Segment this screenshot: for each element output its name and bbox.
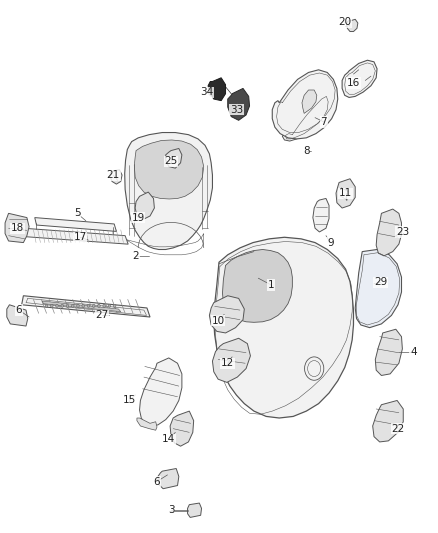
Circle shape [103,304,106,308]
Text: 21: 21 [107,170,120,180]
Text: 22: 22 [392,424,405,434]
Polygon shape [137,418,157,430]
Polygon shape [42,301,121,312]
Polygon shape [272,70,338,139]
Polygon shape [283,94,330,141]
Polygon shape [170,411,194,446]
Polygon shape [302,90,317,114]
Polygon shape [346,19,358,31]
Text: 8: 8 [303,146,310,156]
Text: 19: 19 [131,213,145,223]
Circle shape [56,304,58,308]
Polygon shape [21,296,150,317]
Circle shape [92,304,95,308]
Polygon shape [355,249,402,328]
Text: 1: 1 [268,280,275,290]
Text: 12: 12 [221,358,234,368]
Text: 3: 3 [168,505,174,515]
Text: 34: 34 [200,87,213,97]
Polygon shape [158,469,179,489]
Text: 17: 17 [74,232,87,243]
Circle shape [50,304,53,308]
Polygon shape [7,305,28,326]
Text: 6: 6 [16,305,22,315]
Polygon shape [23,228,128,244]
Text: 9: 9 [327,238,334,247]
Polygon shape [342,60,377,98]
Circle shape [77,304,79,308]
Polygon shape [166,149,182,168]
Circle shape [66,304,69,308]
Text: 20: 20 [338,17,351,27]
Polygon shape [209,296,244,333]
Polygon shape [212,338,251,382]
Polygon shape [336,179,355,208]
Text: 25: 25 [164,156,177,166]
Circle shape [113,304,116,308]
Circle shape [61,304,64,308]
Text: 23: 23 [396,227,409,237]
Text: 16: 16 [347,78,360,88]
Circle shape [108,304,111,308]
Text: 5: 5 [74,208,81,219]
Polygon shape [5,213,29,243]
Text: 18: 18 [11,223,24,233]
Polygon shape [187,503,201,518]
Polygon shape [373,400,403,442]
Polygon shape [135,192,154,220]
Circle shape [45,304,48,308]
Polygon shape [223,249,292,322]
Text: 27: 27 [95,310,109,320]
Polygon shape [140,358,182,426]
Text: 33: 33 [230,104,243,115]
Circle shape [98,304,100,308]
Text: 7: 7 [321,117,327,127]
Polygon shape [228,88,250,120]
Polygon shape [125,133,212,249]
Text: 10: 10 [212,316,225,326]
Circle shape [71,304,74,308]
Polygon shape [376,209,402,256]
Text: 14: 14 [162,434,175,445]
Circle shape [87,304,90,308]
Text: 29: 29 [374,278,387,287]
Polygon shape [134,140,204,199]
Text: 4: 4 [410,346,417,357]
Circle shape [82,304,85,308]
Polygon shape [110,169,122,184]
Polygon shape [214,237,353,418]
Text: 15: 15 [123,395,136,406]
Text: 11: 11 [339,188,352,198]
Text: 6: 6 [153,477,160,487]
Polygon shape [35,217,117,231]
Text: 2: 2 [133,251,139,261]
Polygon shape [208,78,226,101]
Polygon shape [375,329,403,375]
Polygon shape [313,198,329,232]
